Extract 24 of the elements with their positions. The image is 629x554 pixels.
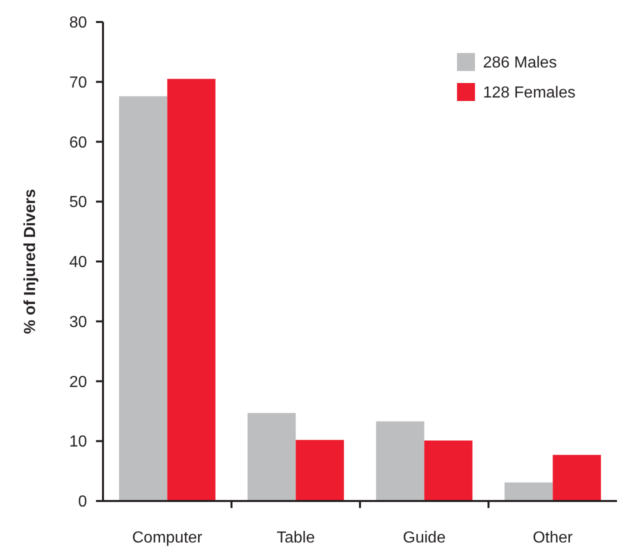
bar [296, 440, 344, 501]
bar [424, 440, 472, 501]
y-tick-label: 40 [69, 254, 88, 272]
bar [248, 412, 296, 501]
legend-label: 128 Females [483, 84, 576, 102]
bar [376, 421, 424, 501]
bar [119, 96, 168, 501]
x-tick-label: Other [532, 529, 574, 546]
y-tick-label: 50 [69, 194, 88, 212]
x-tick-label: Computer [132, 529, 204, 546]
y-axis-title: % of Injured Divers [22, 188, 39, 334]
y-tick-label: 60 [69, 134, 88, 152]
y-tick-label: 30 [69, 314, 88, 331]
legend-label: 286 Males [483, 54, 557, 72]
y-tick-label: 0 [78, 494, 88, 511]
y-tick-label: 20 [69, 374, 88, 391]
bar [552, 454, 601, 501]
y-tick-label: 70 [69, 74, 88, 92]
bar [167, 78, 216, 501]
x-tick-label: Guide [402, 529, 446, 546]
y-tick-label: 80 [69, 14, 88, 32]
x-tick-label: Table [276, 529, 315, 546]
bar [504, 482, 553, 501]
y-tick-label: 10 [69, 434, 88, 451]
